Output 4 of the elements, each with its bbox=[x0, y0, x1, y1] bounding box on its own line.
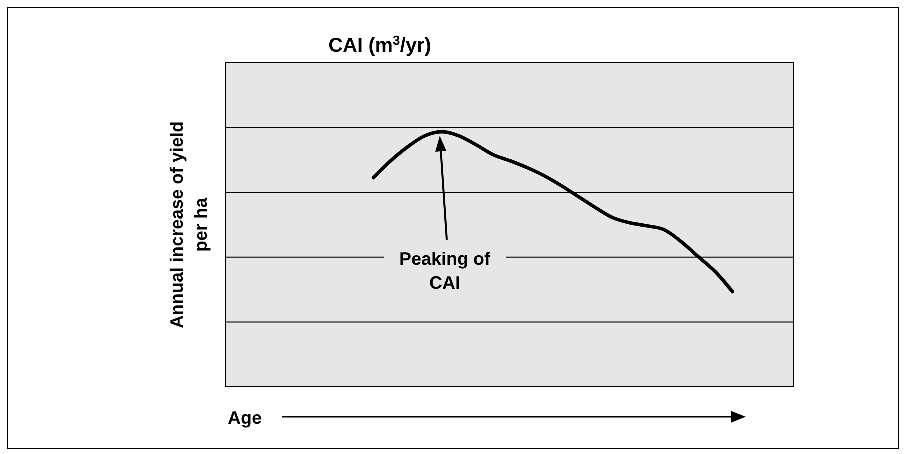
x-axis-title: Age bbox=[228, 408, 262, 428]
y-axis-title: Annual increase of yield per ha bbox=[167, 121, 211, 329]
chart-title: CAI (m$^{3}$/yr) bbox=[328, 32, 432, 57]
annotation: Peaking of CAI bbox=[399, 249, 492, 293]
